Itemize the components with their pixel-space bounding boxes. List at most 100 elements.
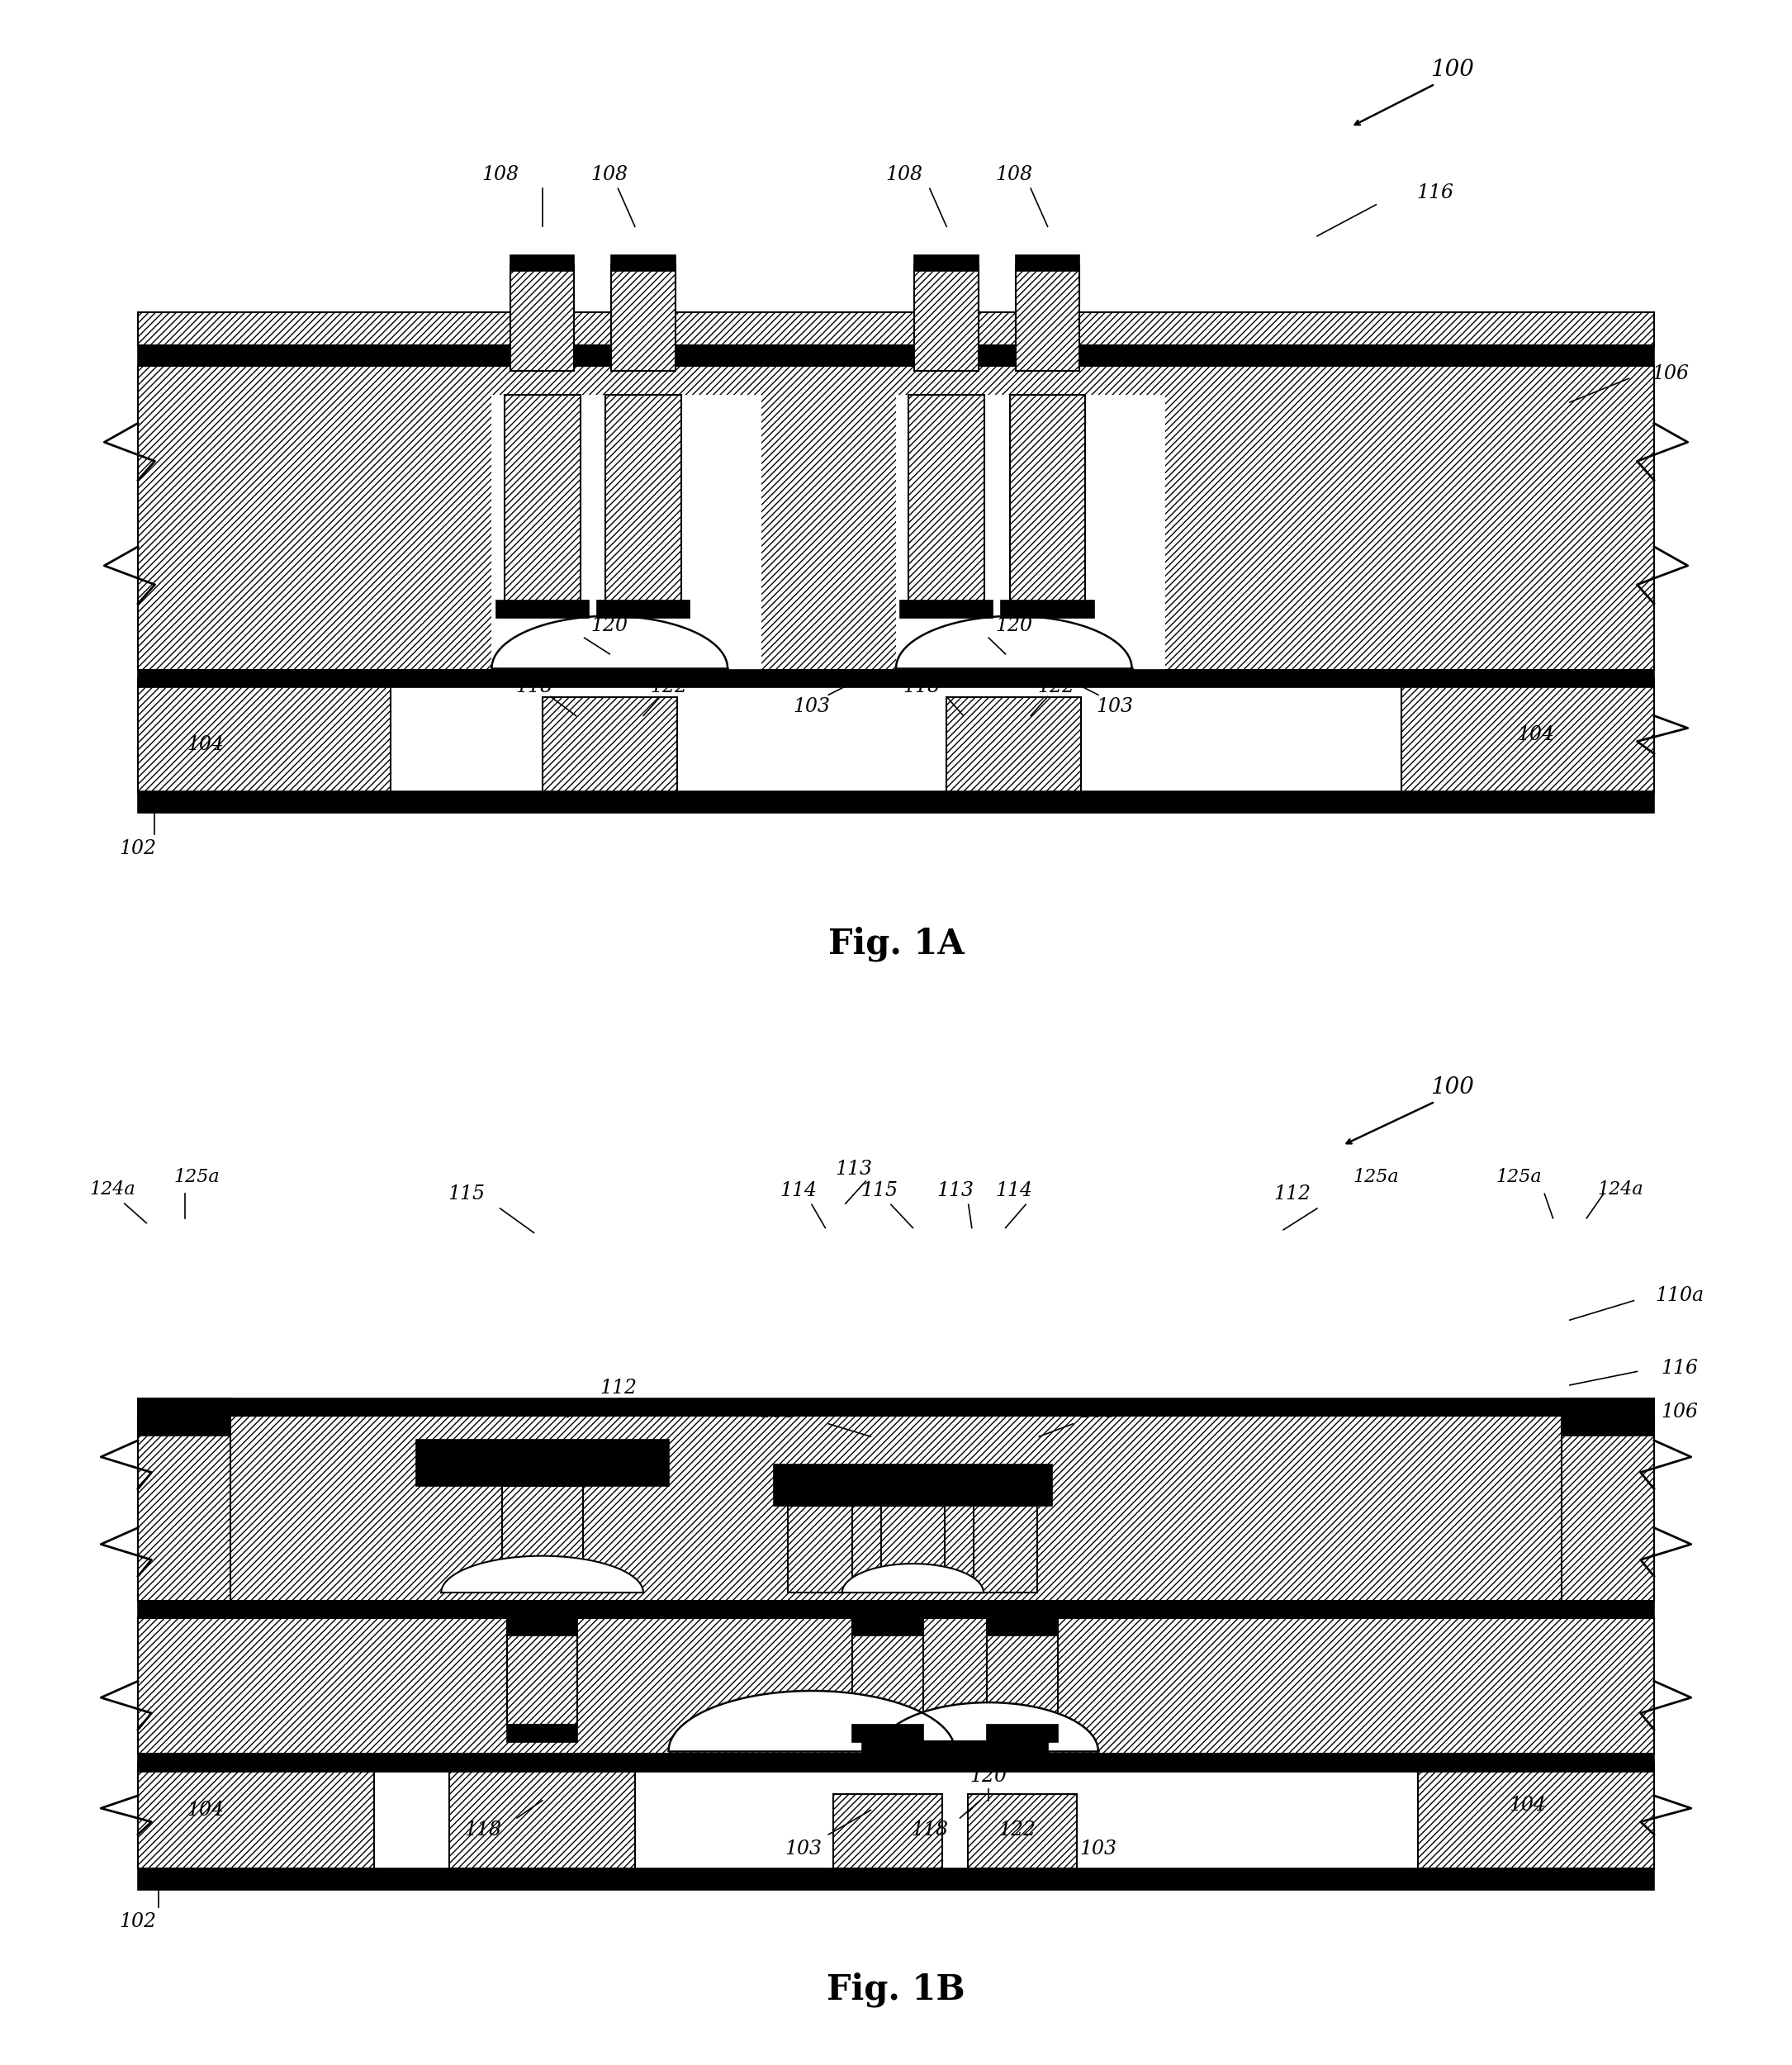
Bar <box>543 696 677 791</box>
Text: 108: 108 <box>482 165 518 184</box>
Text: 103: 103 <box>785 1840 823 1858</box>
Text: 100: 100 <box>1430 58 1473 81</box>
Text: 104: 104 <box>186 735 224 754</box>
Bar <box>900 601 993 617</box>
Bar <box>416 1439 668 1487</box>
Text: 108: 108 <box>591 165 629 184</box>
Text: 108: 108 <box>1079 1402 1116 1421</box>
Text: Fig. 1A: Fig. 1A <box>828 925 964 962</box>
Bar <box>138 1619 1654 1753</box>
Text: 118: 118 <box>464 1819 502 1840</box>
Bar <box>987 1724 1057 1743</box>
Text: 125a: 125a <box>174 1169 220 1187</box>
Text: 125a: 125a <box>1496 1169 1543 1187</box>
Bar <box>833 1794 943 1869</box>
Bar <box>896 394 1165 671</box>
Polygon shape <box>880 1702 1098 1751</box>
Bar <box>611 264 676 372</box>
Bar <box>987 1619 1057 1724</box>
Polygon shape <box>668 1691 955 1751</box>
Text: 118: 118 <box>516 677 552 696</box>
Text: 118: 118 <box>910 1819 948 1840</box>
Bar <box>504 394 581 609</box>
Bar <box>138 671 1654 688</box>
Bar <box>138 791 1654 814</box>
Bar <box>502 1487 582 1592</box>
Text: 112: 112 <box>1274 1185 1310 1204</box>
Text: 108: 108 <box>885 165 923 184</box>
Text: 114: 114 <box>995 1181 1032 1200</box>
Bar <box>921 1741 1048 1759</box>
Text: 122: 122 <box>650 677 686 696</box>
Text: 115: 115 <box>860 1181 898 1200</box>
Bar <box>1417 1761 1654 1869</box>
Text: 103: 103 <box>1079 1840 1116 1858</box>
Text: 113: 113 <box>937 1181 973 1200</box>
Bar <box>1561 1417 1654 1600</box>
Text: 100: 100 <box>1430 1076 1473 1099</box>
Text: 103: 103 <box>794 696 830 717</box>
Text: 125a: 125a <box>1353 1169 1400 1187</box>
Bar <box>491 394 762 671</box>
Bar <box>973 1505 1038 1592</box>
Bar <box>987 1619 1057 1635</box>
Bar <box>138 1398 231 1435</box>
Text: 112: 112 <box>600 1379 636 1398</box>
Text: 122: 122 <box>998 1819 1036 1840</box>
Bar <box>138 1761 375 1869</box>
Bar <box>511 254 573 271</box>
Text: 120: 120 <box>969 1768 1007 1786</box>
Bar <box>496 601 588 617</box>
Text: 104: 104 <box>1509 1797 1546 1815</box>
Bar <box>1401 677 1654 791</box>
Bar <box>853 1724 923 1743</box>
Bar <box>507 1619 577 1635</box>
Bar <box>611 254 676 271</box>
Bar <box>788 1505 853 1592</box>
Bar <box>914 254 978 271</box>
Text: 116: 116 <box>1416 184 1453 202</box>
Bar <box>597 601 690 617</box>
Bar <box>1002 601 1093 617</box>
Polygon shape <box>441 1555 643 1592</box>
Bar <box>450 1761 634 1869</box>
Bar <box>968 1794 1077 1869</box>
Bar <box>1016 254 1079 271</box>
Polygon shape <box>491 615 728 669</box>
Bar <box>909 394 984 609</box>
Bar <box>138 366 1654 671</box>
Bar <box>959 1464 1052 1505</box>
Text: 116: 116 <box>1661 1359 1697 1377</box>
Bar <box>138 1600 1654 1619</box>
Text: 110a: 110a <box>1654 1286 1704 1305</box>
Bar <box>507 1724 577 1743</box>
Bar <box>853 1619 923 1724</box>
Bar <box>138 1417 231 1600</box>
Polygon shape <box>842 1563 984 1592</box>
Text: 124a: 124a <box>90 1179 136 1198</box>
Bar <box>138 1398 1654 1417</box>
Text: 118: 118 <box>903 677 939 696</box>
Bar <box>867 1464 959 1505</box>
Text: 102: 102 <box>120 1912 156 1931</box>
Text: 122: 122 <box>1038 677 1075 696</box>
Bar <box>914 264 978 372</box>
Text: Fig. 1B: Fig. 1B <box>826 1972 966 2007</box>
Text: 108: 108 <box>760 1402 797 1421</box>
Text: 104: 104 <box>186 1801 224 1819</box>
Bar <box>882 1505 944 1592</box>
Bar <box>138 677 391 791</box>
Polygon shape <box>896 615 1133 669</box>
Text: 103: 103 <box>1097 696 1134 717</box>
Text: 113: 113 <box>835 1161 873 1179</box>
Bar <box>138 1753 1654 1772</box>
Text: 115: 115 <box>448 1185 486 1204</box>
Bar <box>853 1619 923 1635</box>
Text: 102: 102 <box>120 838 156 859</box>
Bar <box>138 312 1654 345</box>
Bar <box>138 345 1654 366</box>
Bar <box>511 264 573 372</box>
Bar <box>507 1619 577 1724</box>
Bar <box>946 696 1081 791</box>
Text: 124a: 124a <box>1597 1179 1643 1198</box>
